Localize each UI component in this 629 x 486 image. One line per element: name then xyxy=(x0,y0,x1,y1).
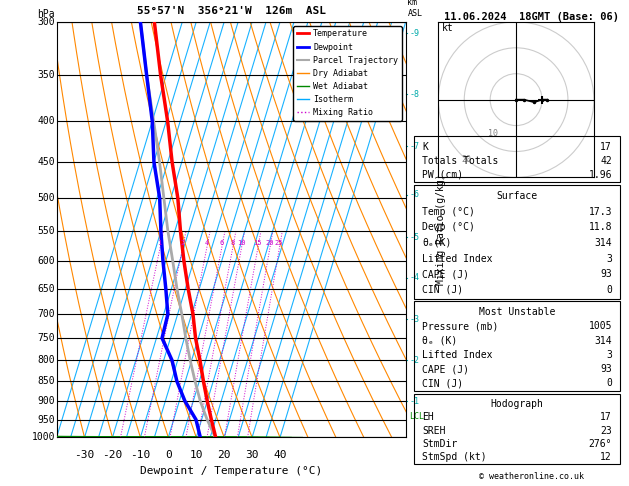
Text: PW (cm): PW (cm) xyxy=(422,170,464,180)
Text: 314: 314 xyxy=(594,335,612,346)
Text: 20: 20 xyxy=(462,155,472,164)
Text: 30: 30 xyxy=(245,450,259,460)
Text: θₑ(K): θₑ(K) xyxy=(422,238,452,248)
Text: -3: -3 xyxy=(409,315,419,324)
Text: 314: 314 xyxy=(594,238,612,248)
Text: kt: kt xyxy=(442,23,454,33)
Text: Totals Totals: Totals Totals xyxy=(422,156,499,166)
Text: 0: 0 xyxy=(165,450,172,460)
Text: 42: 42 xyxy=(600,156,612,166)
Text: 10: 10 xyxy=(237,240,245,246)
Text: 11.06.2024  18GMT (Base: 06): 11.06.2024 18GMT (Base: 06) xyxy=(444,12,619,22)
Text: 55°57'N  356°21'W  126m  ASL: 55°57'N 356°21'W 126m ASL xyxy=(136,6,326,16)
Text: 1: 1 xyxy=(158,240,162,246)
Legend: Temperature, Dewpoint, Parcel Trajectory, Dry Adiabat, Wet Adiabat, Isotherm, Mi: Temperature, Dewpoint, Parcel Trajectory… xyxy=(293,26,401,121)
Text: 900: 900 xyxy=(37,396,55,406)
Text: LCL: LCL xyxy=(409,412,424,420)
Text: Most Unstable: Most Unstable xyxy=(479,307,555,317)
Text: Pressure (mb): Pressure (mb) xyxy=(422,321,499,331)
Text: 10: 10 xyxy=(189,450,203,460)
Text: CIN (J): CIN (J) xyxy=(422,285,464,295)
Text: 12: 12 xyxy=(600,452,612,462)
Text: -10: -10 xyxy=(130,450,150,460)
Text: -6: -6 xyxy=(409,190,419,199)
Text: hPa: hPa xyxy=(37,9,55,18)
Text: Mixing Ratio (g/kg): Mixing Ratio (g/kg) xyxy=(436,174,445,285)
Text: -8: -8 xyxy=(409,90,419,99)
Text: Hodograph: Hodograph xyxy=(491,399,543,409)
Text: 600: 600 xyxy=(37,256,55,266)
Text: 550: 550 xyxy=(37,226,55,236)
Text: -9: -9 xyxy=(409,29,419,38)
Text: 950: 950 xyxy=(37,415,55,425)
Text: Lifted Index: Lifted Index xyxy=(422,254,493,263)
Text: θₑ (K): θₑ (K) xyxy=(422,335,457,346)
Text: -1: -1 xyxy=(409,397,419,405)
Text: Temp (°C): Temp (°C) xyxy=(422,207,475,217)
Text: Lifted Index: Lifted Index xyxy=(422,350,493,360)
Text: 850: 850 xyxy=(37,376,55,386)
Text: CAPE (J): CAPE (J) xyxy=(422,364,469,374)
Text: 15: 15 xyxy=(253,240,262,246)
Text: StmSpd (kt): StmSpd (kt) xyxy=(422,452,487,462)
Text: 93: 93 xyxy=(600,269,612,279)
Text: -4: -4 xyxy=(409,274,419,282)
Text: -20: -20 xyxy=(103,450,123,460)
Text: 17: 17 xyxy=(600,412,612,422)
Text: 17.3: 17.3 xyxy=(589,207,612,217)
Text: CIN (J): CIN (J) xyxy=(422,379,464,388)
Text: 450: 450 xyxy=(37,157,55,167)
Text: 1.96: 1.96 xyxy=(589,170,612,180)
Text: -30: -30 xyxy=(74,450,94,460)
Text: km
ASL: km ASL xyxy=(408,0,423,17)
Text: 2: 2 xyxy=(180,240,184,246)
Text: 93: 93 xyxy=(600,364,612,374)
Text: 800: 800 xyxy=(37,355,55,365)
Text: 350: 350 xyxy=(37,70,55,80)
Text: 0: 0 xyxy=(606,285,612,295)
Text: 40: 40 xyxy=(273,450,287,460)
Text: StmDir: StmDir xyxy=(422,439,457,449)
Text: Surface: Surface xyxy=(496,191,538,201)
Text: 1005: 1005 xyxy=(589,321,612,331)
Text: -2: -2 xyxy=(409,356,419,365)
Text: 300: 300 xyxy=(37,17,55,27)
Text: 20: 20 xyxy=(265,240,274,246)
Text: 17: 17 xyxy=(600,142,612,152)
Text: 1000: 1000 xyxy=(31,433,55,442)
Text: 11.8: 11.8 xyxy=(589,222,612,232)
Text: K: K xyxy=(422,142,428,152)
Text: Dewp (°C): Dewp (°C) xyxy=(422,222,475,232)
Text: 500: 500 xyxy=(37,193,55,203)
Text: 276°: 276° xyxy=(589,439,612,449)
Text: -5: -5 xyxy=(409,233,419,242)
Text: 4: 4 xyxy=(204,240,209,246)
Text: EH: EH xyxy=(422,412,434,422)
Text: 650: 650 xyxy=(37,284,55,294)
Text: CAPE (J): CAPE (J) xyxy=(422,269,469,279)
Text: Dewpoint / Temperature (°C): Dewpoint / Temperature (°C) xyxy=(140,467,322,476)
Text: 20: 20 xyxy=(218,450,231,460)
Text: 10: 10 xyxy=(487,129,498,138)
Text: 0: 0 xyxy=(606,379,612,388)
Text: SREH: SREH xyxy=(422,426,445,435)
Text: 3: 3 xyxy=(606,254,612,263)
Text: 25: 25 xyxy=(275,240,284,246)
Text: 700: 700 xyxy=(37,309,55,319)
Text: 3: 3 xyxy=(606,350,612,360)
Text: 8: 8 xyxy=(230,240,235,246)
Text: © weatheronline.co.uk: © weatheronline.co.uk xyxy=(479,472,584,481)
Text: 750: 750 xyxy=(37,333,55,343)
Text: 23: 23 xyxy=(600,426,612,435)
Text: -7: -7 xyxy=(409,141,419,151)
Text: 6: 6 xyxy=(220,240,223,246)
Text: 400: 400 xyxy=(37,116,55,126)
